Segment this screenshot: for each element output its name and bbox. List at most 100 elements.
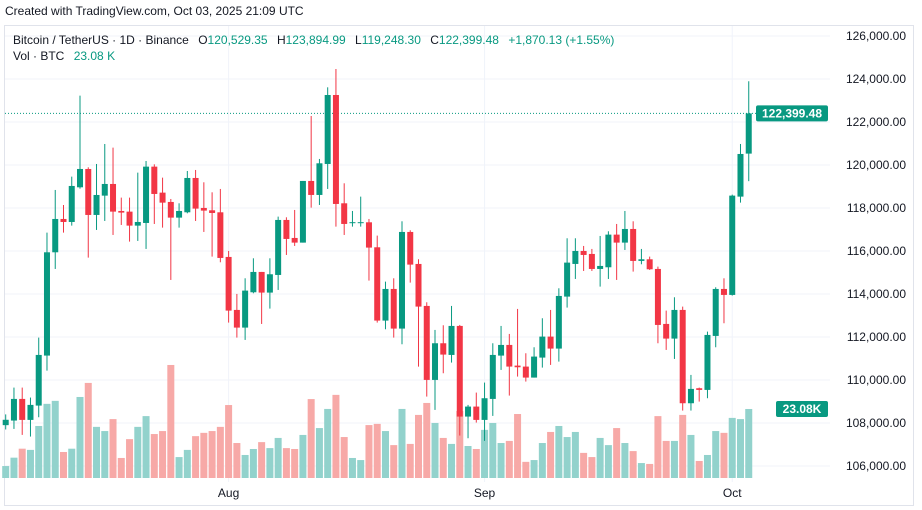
candle-body [465, 406, 472, 417]
volume-bar [68, 448, 76, 478]
candle-body [283, 219, 290, 239]
ohlc-row: Bitcoin / TetherUS · 1D · Binance O120,5… [13, 32, 614, 48]
candle-body [365, 222, 372, 248]
last-price-badge-text: 122,399.48 [762, 106, 822, 120]
volume-bar [472, 448, 480, 478]
candle-body [209, 210, 216, 213]
candle-body [299, 180, 306, 243]
candle-body [192, 177, 199, 209]
volume-bar [406, 443, 414, 478]
tradingview-credit: Created with TradingView.com, Oct 03, 20… [5, 4, 304, 18]
candle-body [85, 168, 92, 215]
candle-body [200, 207, 207, 211]
volume-bar [324, 408, 332, 478]
time-tick-label: Sep [474, 486, 496, 500]
volume-bar [415, 414, 422, 478]
volume-bar [563, 437, 571, 478]
last-volume-badge [776, 400, 828, 417]
volume-bar [2, 466, 10, 478]
volume-bar [596, 437, 604, 478]
grid-lines [5, 26, 830, 482]
candle-body [737, 153, 744, 197]
candle-body [126, 211, 133, 226]
price-tick-label: 112,000.00 [847, 330, 906, 344]
candle-body [448, 325, 455, 355]
candle-body [720, 288, 727, 295]
time-axis: Aug Sep Oct [218, 486, 742, 500]
candle-body [332, 94, 339, 204]
symbol-label[interactable]: Bitcoin / TetherUS · 1D · Binance [13, 33, 189, 47]
volume-bar [175, 457, 183, 478]
volume-bar [59, 451, 67, 478]
candle-body [134, 221, 141, 226]
volume-bar [670, 440, 678, 478]
volume-bar [431, 422, 439, 478]
volume-bar [505, 440, 513, 478]
candle-body [266, 274, 273, 293]
price-tick-label: 126,000.00 [846, 29, 906, 43]
candle-body [456, 325, 463, 417]
candle-body [357, 222, 364, 224]
volume-label[interactable]: Vol · BTC [13, 49, 65, 63]
candle-body [291, 237, 298, 243]
volume-bar [216, 426, 224, 478]
volume-bar [637, 463, 645, 478]
volume-bar [183, 449, 191, 478]
volume-bar [703, 454, 711, 478]
candle-body [43, 252, 50, 356]
candle-body [423, 305, 430, 380]
volume-bar [398, 408, 406, 478]
candle-body [10, 398, 17, 421]
high-value: 123,894.99 [285, 33, 346, 47]
candle-body [522, 366, 529, 378]
candle-body [250, 271, 257, 293]
candle-body [35, 354, 42, 406]
volume-bar [604, 445, 612, 478]
candle-body [531, 356, 538, 378]
change-value: +1,870.13 (+1.55%) [508, 33, 615, 47]
candle-body [242, 290, 249, 328]
high-label: H [276, 33, 286, 47]
volume-bar [43, 403, 51, 478]
volume-bar [687, 434, 695, 478]
volume-bar [728, 417, 736, 478]
candle-body [489, 354, 496, 399]
candle-body [349, 222, 356, 224]
volume-bar [365, 425, 373, 478]
chart-frame [4, 25, 914, 506]
volume-bar [423, 402, 431, 478]
volume-bar [720, 432, 728, 478]
candle-body [167, 201, 174, 218]
volume-bar [126, 439, 134, 478]
volume-row: Vol · BTC 23.08 K [13, 48, 614, 64]
volume-bar [76, 396, 84, 478]
candle-body [547, 336, 554, 349]
candles [2, 68, 752, 441]
volume-bar [208, 431, 216, 478]
volume-bar [192, 436, 200, 478]
open-value: 120,529.35 [207, 33, 268, 47]
volume-bar [258, 442, 266, 478]
volume-bar [538, 443, 546, 478]
price-tick-label: 124,000.00 [846, 72, 906, 86]
volume-bar [629, 451, 637, 478]
candle-body [630, 228, 637, 261]
price-axis: 126,000.00 124,000.00 122,000.00 120,000.00… [846, 29, 906, 473]
candle-body [217, 212, 224, 258]
volume-bar [481, 429, 489, 478]
volume-bar [35, 425, 43, 478]
volume-bar [266, 448, 274, 478]
candle-body [341, 203, 348, 224]
volume-bar [357, 460, 365, 478]
volume-bar [233, 443, 241, 478]
volume-bar [662, 440, 670, 478]
candle-body [93, 194, 100, 215]
volume-bar [249, 448, 257, 478]
candle-body [621, 228, 628, 243]
volume-bar [695, 460, 703, 478]
candle-body [481, 398, 488, 420]
volume-bar [282, 448, 290, 478]
volume-bar [200, 432, 208, 478]
volume-bar [522, 461, 530, 478]
